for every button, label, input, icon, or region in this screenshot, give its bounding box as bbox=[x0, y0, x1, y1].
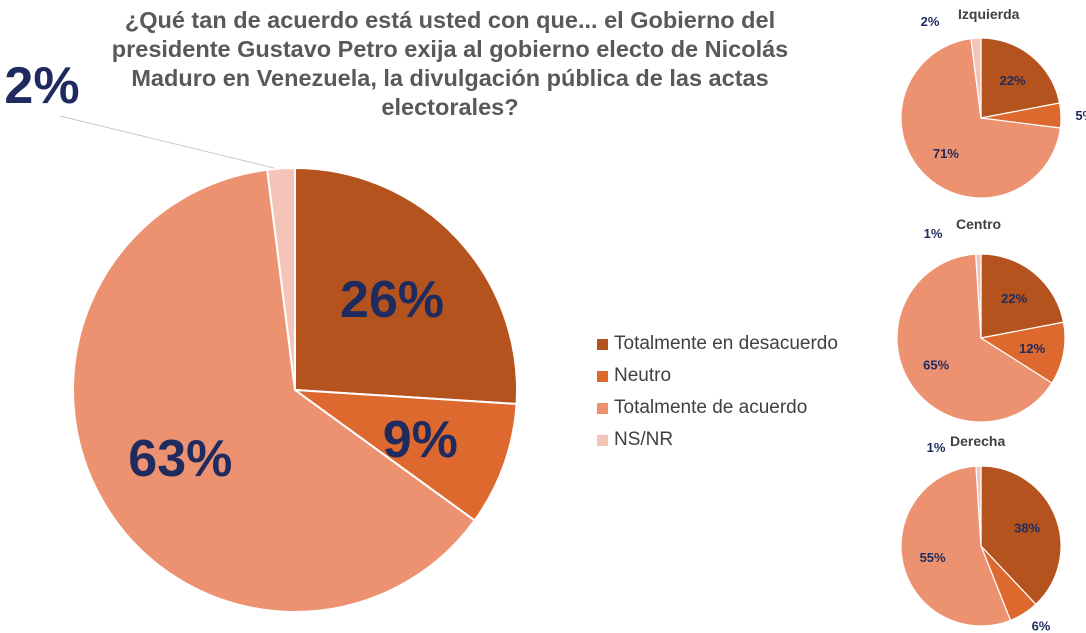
pie-2-slice-desacuerdo bbox=[980, 253, 1065, 339]
legend-swatch-neutro bbox=[597, 370, 608, 382]
legend-swatch-nsnr bbox=[597, 434, 608, 446]
pie-2-label-neutro: 12% bbox=[1019, 341, 1045, 356]
legend-item-desacuerdo: Totalmente en desacuerdo bbox=[597, 328, 838, 360]
pie-0-leader-line bbox=[59, 115, 275, 169]
legend: Totalmente en desacuerdo Neutro Totalmen… bbox=[597, 328, 838, 456]
pie-3-label-acuerdo: 55% bbox=[920, 550, 946, 565]
pie-2-label-desacuerdo: 22% bbox=[1001, 291, 1027, 306]
pie-2-slice-nsnr bbox=[975, 253, 982, 339]
pie-0-slice-desacuerdo bbox=[294, 166, 518, 405]
pie-3-slice-nsnr bbox=[975, 465, 982, 547]
pie-1: 22% 5% 71% 2% Izquierda bbox=[900, 6, 1086, 199]
pie-2-slice-neutro bbox=[979, 321, 1066, 384]
pie-2-slice-acuerdo bbox=[896, 253, 1053, 423]
pie-2-title: Centro bbox=[956, 216, 1001, 232]
legend-label-desacuerdo: Totalmente en desacuerdo bbox=[614, 333, 838, 354]
pie-1-title: Izquierda bbox=[958, 6, 1020, 22]
pie-0-label-desacuerdo: 26% bbox=[340, 271, 444, 329]
legend-swatch-acuerdo bbox=[597, 402, 608, 414]
legend-item-acuerdo: Totalmente de acuerdo bbox=[597, 392, 838, 424]
pie-0-label-nsnr: 2% bbox=[4, 57, 79, 115]
pie-1-slice-desacuerdo bbox=[980, 37, 1061, 119]
pie-1-label-neutro: 5% bbox=[1075, 108, 1086, 123]
pie-0-slice-nsnr bbox=[266, 166, 296, 391]
pie-0-label-acuerdo: 63% bbox=[128, 430, 232, 488]
pie-0: 26% 9% 63% 2% bbox=[4, 57, 518, 613]
legend-label-neutro: Neutro bbox=[614, 365, 672, 386]
legend-item-nsnr: NS/NR bbox=[597, 424, 838, 456]
pie-3-title: Derecha bbox=[950, 433, 1005, 449]
pie-0-label-neutro: 9% bbox=[383, 411, 458, 469]
pie-0-slice-neutro bbox=[291, 388, 518, 522]
legend-label-acuerdo: Totalmente de acuerdo bbox=[614, 397, 808, 418]
pie-3-slice-acuerdo bbox=[900, 465, 1012, 627]
legend-swatch-desacuerdo bbox=[597, 338, 608, 350]
pie-3: 38% 6% 55% 1% Derecha bbox=[900, 433, 1062, 633]
pie-2-label-nsnr: 1% bbox=[924, 226, 943, 241]
pie-3-slice-desacuerdo bbox=[980, 465, 1062, 606]
pie-3-label-neutro: 6% bbox=[1032, 619, 1051, 633]
legend-item-neutro: Neutro bbox=[597, 360, 838, 392]
pie-1-label-acuerdo: 71% bbox=[933, 146, 959, 161]
pie-0-slice-acuerdo bbox=[72, 168, 477, 613]
pie-1-slice-acuerdo bbox=[900, 37, 1062, 199]
pie-2-label-acuerdo: 65% bbox=[923, 358, 949, 373]
pie-2: 22% 12% 65% 1% Centro bbox=[896, 216, 1066, 423]
pie-1-label-nsnr: 2% bbox=[921, 14, 940, 29]
chart-title: ¿Qué tan de acuerdo está usted con que..… bbox=[111, 7, 789, 120]
pie-1-label-desacuerdo: 22% bbox=[1000, 73, 1026, 88]
pie-1-slice-nsnr bbox=[970, 37, 982, 119]
legend-label-nsnr: NS/NR bbox=[614, 429, 674, 450]
pie-3-label-nsnr: 1% bbox=[927, 440, 946, 455]
pie-3-label-desacuerdo: 38% bbox=[1014, 521, 1040, 536]
